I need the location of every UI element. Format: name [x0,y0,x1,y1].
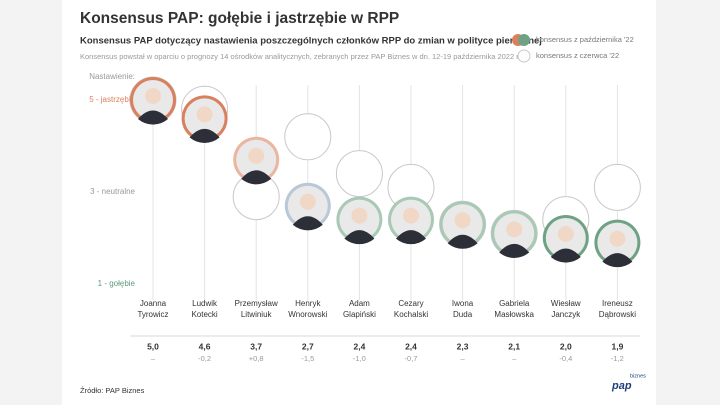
y-tick-label: 1 - gołębie [98,279,136,288]
x-tick-label: Wiesław [551,299,581,308]
y-tick-label: 3 - neutralne [90,187,135,196]
x-tick-label: Tyrowicz [137,310,168,319]
x-tick-label: Dąbrowski [599,310,637,319]
value-label: 2,4 [353,341,365,351]
june-dot [335,150,383,198]
x-tick-label: Duda [453,310,473,319]
x-tick-label: Wnorowski [288,310,327,319]
x-tick-label: Iwona [452,299,474,308]
portrait-body [499,243,530,258]
portrait-body [550,248,581,263]
portrait-body [292,216,323,231]
value-label: 4,6 [199,341,211,351]
x-tick-label: Kotecki [191,310,217,319]
note: Konsensus powstał w oparciu o prognozy 1… [80,52,520,61]
change-label: -1,0 [353,354,366,363]
portrait-body [396,230,426,245]
change-label: -0,7 [405,354,418,363]
value-label: 2,1 [508,341,520,351]
y-tick-label: 5 - jastrzębie [89,95,135,104]
portrait-head [403,207,419,224]
value-label: 2,3 [457,341,469,351]
value-label: 5,0 [147,341,159,351]
value-label: 3,7 [250,341,262,351]
x-tick-label: Janczyk [551,310,581,319]
portrait-head [454,212,471,229]
portrait-head [506,221,523,238]
x-tick-label: Masłowska [494,310,534,319]
change-label: – [151,354,156,363]
portrait-body [241,170,272,185]
x-tick-label: Henryk [295,299,321,308]
logo-sub: biznes [630,373,646,379]
legend-swatch [517,49,531,63]
legend-label: konsensus z października '22 [536,35,634,44]
portrait-head [145,88,161,104]
x-tick-label: Glapiński [343,310,376,319]
x-tick-label: Cezary [398,299,423,308]
portrait-head [196,106,213,123]
value-label: 2,0 [560,341,572,351]
portrait-head [609,230,626,247]
chart-title: Konsensus PAP: gołębie i jastrzębie w RP… [80,10,399,27]
portrait-head [248,147,265,164]
portrait-head [351,207,368,224]
logo: pap [611,380,632,392]
change-label: – [461,354,466,363]
change-label: – [512,354,517,363]
subtitle: Konsensus PAP dotyczący nastawienia posz… [80,36,542,47]
x-tick-label: Ludwik [192,299,218,308]
x-tick-label: Kochalski [394,310,428,319]
june-dot [284,113,332,161]
change-label: -0,2 [198,354,211,363]
portrait-head [557,226,574,242]
legend-label: konsensus z czerwca '22 [536,51,619,60]
change-label: -1,5 [301,354,314,363]
june-dot [593,163,641,211]
change-label: -0,4 [559,354,572,363]
legend-swatch [518,34,530,46]
x-tick-label: Ireneusz [602,299,633,308]
value-label: 1,9 [611,341,623,351]
portrait-body [344,230,375,245]
x-tick-label: Gabriela [499,299,530,308]
portrait-body [602,253,633,268]
portrait-body [138,110,168,125]
portrait-body [447,234,478,249]
x-tick-label: Joanna [140,299,167,308]
source: Źródło: PAP Biznes [80,386,145,395]
x-tick-label: Litwiniuk [241,310,273,319]
x-tick-label: Adam [349,299,370,308]
y-axis-label: Nastawienie: [89,72,135,81]
change-label: -1,2 [611,354,624,363]
change-label: +0,8 [249,354,264,363]
portrait-head [299,193,316,210]
x-tick-label: Przemysław [235,299,278,308]
value-label: 2,4 [405,341,417,351]
portrait-body [189,128,220,143]
value-label: 2,7 [302,341,314,351]
